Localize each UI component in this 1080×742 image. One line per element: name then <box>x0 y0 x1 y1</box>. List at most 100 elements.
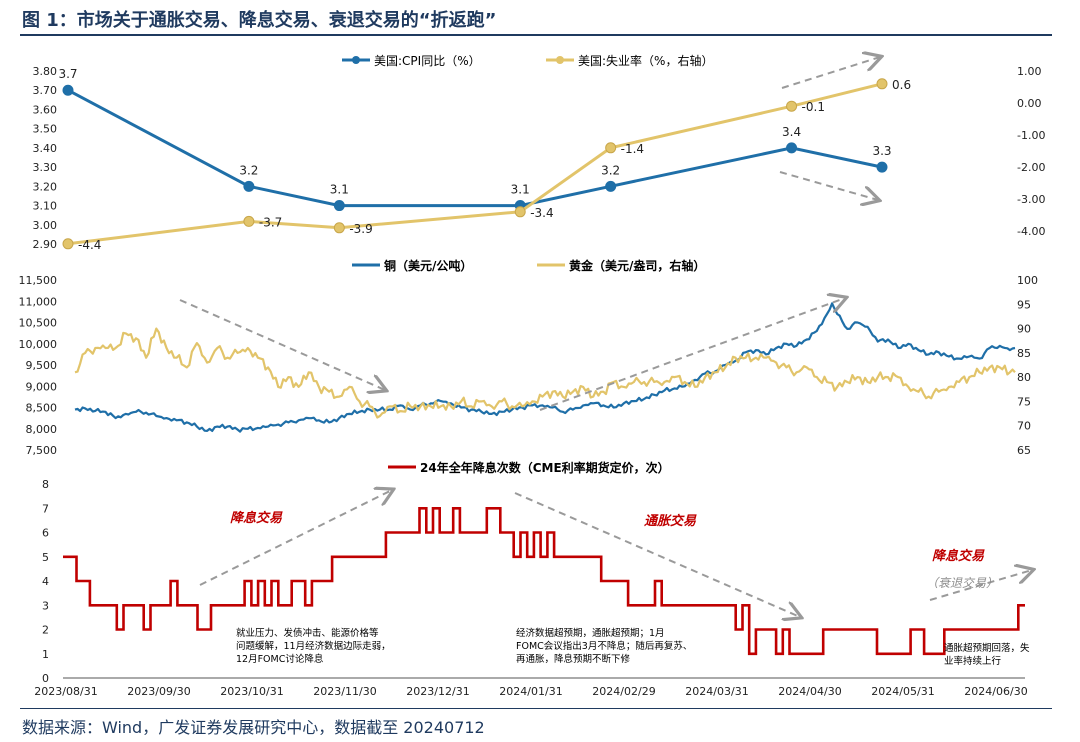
p3-x-tick-label: 2023/11/30 <box>313 685 376 698</box>
arrow-up-copper <box>539 298 845 411</box>
arrow-down-gold <box>179 299 385 390</box>
note2-line3: 再通胀，降息预期不断下修 <box>516 653 631 665</box>
annotation-rate-cut-trade-1: 降息交易 <box>230 510 283 526</box>
data-point-cpi <box>876 161 888 173</box>
panel-copper-gold: 7,500 8,000 8,500 9,000 9,500 10,000 10,500 11,… <box>19 258 1039 457</box>
p1-right-tick-label: -2.00 <box>1017 161 1045 174</box>
panel1-lines: 3.7 3.2 3.1 3.1 3.2 3.4 3.3 -4.4 -3.7 -3.9 -3.4 -1.… <box>58 67 911 252</box>
data-label-cpi: 3.3 <box>872 144 891 158</box>
p3-x-tick-label: 2024/04/30 <box>778 685 841 698</box>
note2-line2: FOMC会议指出3月不降息；随后再复苏、 <box>516 640 692 652</box>
annotation-recession-trade: （衰退交易） <box>926 576 998 590</box>
data-label-unemployment: -4.4 <box>78 238 101 252</box>
annotation-inflation-trade: 通胀交易 <box>644 513 697 529</box>
p3-left-tick-label: 2 <box>42 624 49 637</box>
legend-cme-label: 24年全年降息次数（CME利率期货定价，次） <box>420 460 670 475</box>
data-point-cpi <box>786 142 798 154</box>
p2-right-tick-label: 80 <box>1017 371 1031 384</box>
p2-right-tick-label: 90 <box>1017 323 1031 336</box>
panel-cpi-unemployment: 2.90 3.00 3.10 3.20 3.30 3.40 3.50 3.60 3.70 3.80… <box>33 53 1045 252</box>
p3-x-tick-label: 2024/03/31 <box>685 685 748 698</box>
p1-left-tick-label: 3.60 <box>33 103 58 116</box>
note1-line1: 就业压力、发债冲击、能源价格等 <box>236 627 379 639</box>
p1-right-tick-label: 0.00 <box>1017 97 1042 110</box>
data-label-cpi: 3.1 <box>330 183 349 197</box>
data-label-cpi: 3.2 <box>239 163 258 177</box>
p2-left-tick-label: 11,000 <box>19 295 58 308</box>
p2-left-tick-label: 8,500 <box>26 402 58 415</box>
p1-left-tick-label: 3.80 <box>33 65 58 78</box>
p3-left-tick-label: 0 <box>42 672 49 685</box>
series-line-gold <box>74 327 1016 419</box>
data-point-unemployment <box>605 142 617 154</box>
legend-copper-label: 铜（美元/公吨） <box>384 258 472 273</box>
data-label-unemployment: -3.4 <box>530 206 553 220</box>
p3-x-tick-label: 2023/08/31 <box>34 685 97 698</box>
p1-left-tick-label: 3.00 <box>33 219 58 232</box>
series-line-cme-cuts <box>63 507 1025 656</box>
legend-cpi-marker <box>352 56 360 64</box>
data-label-cpi: 3.7 <box>58 67 77 81</box>
p3-x-tick-label: 2024/05/31 <box>871 685 934 698</box>
note3-line2: 业率持续上行 <box>944 655 1002 667</box>
source-note: 数据来源：Wind，广发证券发展研究中心，数据截至 20240712 <box>22 718 485 737</box>
note1-line3: 12月FOMC讨论降息 <box>236 653 323 665</box>
p3-x-tick-label: 2024/01/31 <box>499 685 562 698</box>
arrow-recession-trade <box>929 570 1032 601</box>
panel2-legend: 铜（美元/公吨） 黄金（美元/盎司，右轴） <box>352 258 705 273</box>
p1-left-tick-label: 3.50 <box>33 123 58 136</box>
panel3-axes: 0 1 2 3 4 5 6 7 8 2023/08/31 2023/09/30 2023/10/31 2… <box>34 478 1027 698</box>
data-point-cpi <box>243 180 255 192</box>
legend-gold-label: 黄金（美元/盎司，右轴） <box>569 258 705 273</box>
p3-left-tick-label: 8 <box>42 478 49 491</box>
p1-right-tick-label: -3.00 <box>1017 193 1045 206</box>
p1-left-tick-label: 3.30 <box>33 161 58 174</box>
legend-unemployment-marker <box>556 56 564 64</box>
data-point-cpi <box>62 84 74 96</box>
data-label-cpi: 3.4 <box>782 125 801 139</box>
p1-right-tick-label: -4.00 <box>1017 225 1045 238</box>
p3-left-tick-label: 7 <box>42 502 49 515</box>
panel2-lines <box>74 302 1016 433</box>
p1-left-tick-label: 3.40 <box>33 142 58 155</box>
p3-x-tick-label: 2024/06/30 <box>964 685 1027 698</box>
data-label-unemployment: 0.6 <box>892 78 911 92</box>
p1-right-tick-label: 1.00 <box>1017 65 1042 78</box>
p2-right-tick-label: 65 <box>1017 444 1031 457</box>
arrow-inflation-trade <box>514 492 800 617</box>
panel3-lines <box>63 507 1025 656</box>
p2-left-tick-label: 11,500 <box>19 274 58 287</box>
p3-x-tick-label: 2024/02/29 <box>592 685 655 698</box>
p3-x-tick-label: 2023/12/31 <box>406 685 469 698</box>
p3-left-tick-label: 4 <box>42 575 49 588</box>
note2-line1: 经济数据超预期，通胀超预期；1月 <box>516 627 665 639</box>
panel1-legend: 美国:CPI同比（%） 美国:失业率（%，右轴） <box>342 53 713 68</box>
p2-left-tick-label: 10,500 <box>19 317 58 330</box>
annotation-rate-cut-trade-2: 降息交易 <box>932 548 985 564</box>
figure-title: 图 1：市场关于通胀交易、降息交易、衰退交易的“折返跑” <box>22 10 497 31</box>
data-label-cpi: 3.1 <box>511 183 530 197</box>
p3-left-tick-label: 3 <box>42 599 49 612</box>
panel2-right-axis-ticks: 65 70 75 80 85 90 95 100 <box>1017 274 1038 457</box>
data-point-unemployment <box>243 215 255 227</box>
data-point-cpi <box>333 200 345 212</box>
series-line-copper <box>74 302 1016 433</box>
data-label-cpi: 3.2 <box>601 163 620 177</box>
panel-cme-cuts: 0 1 2 3 4 5 6 7 8 2023/08/31 2023/09/30 2023/10/31 2… <box>34 460 1032 698</box>
series-line-unemployment <box>67 82 883 246</box>
p3-x-tick-label: 2023/09/30 <box>127 685 190 698</box>
panel2-left-axis-ticks: 7,500 8,000 8,500 9,000 9,500 10,000 10,500 11,… <box>19 274 58 457</box>
p2-right-tick-label: 100 <box>1017 274 1038 287</box>
p2-left-tick-label: 7,500 <box>26 444 58 457</box>
series-line-cpi <box>67 88 883 208</box>
p2-right-tick-label: 95 <box>1017 298 1031 311</box>
legend-cpi-label: 美国:CPI同比（%） <box>374 54 481 68</box>
panel1-right-axis-ticks: -4.00 -3.00 -2.00 -1.00 0.00 1.00 <box>1017 65 1045 238</box>
data-point-unemployment <box>514 206 526 218</box>
p2-right-tick-label: 85 <box>1017 347 1031 360</box>
arrow-down-cpi <box>779 171 878 200</box>
data-label-unemployment: -3.9 <box>349 222 372 236</box>
note1-line2: 问题缓解，11月经济数据边际走弱， <box>236 640 391 652</box>
p3-left-tick-label: 6 <box>42 527 49 540</box>
